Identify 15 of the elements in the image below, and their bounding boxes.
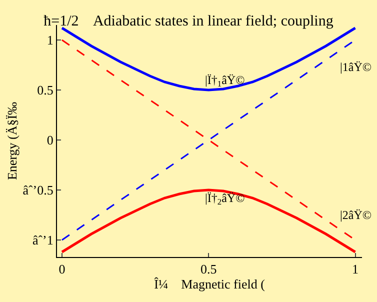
y-axis-title: Energy (Ä§Ï‰ [4,102,20,180]
annotation: |Ï†$_{2}$âŸ© [205,191,245,207]
x-axis-title: Î¼ Magnetic field ( [154,276,265,292]
y-tick-label: 0.5 [37,82,54,98]
y-tick-label: âˆ’0.5 [22,182,54,198]
y-tick-label: âˆ’1 [32,232,54,248]
y-tick-label: 1 [46,32,54,48]
y-tick-label: 0 [46,132,54,148]
chart-title: ħ=1/2 Adiabatic states in linear field; coupling [44,14,334,30]
x-tick-label: 1 [352,262,358,277]
x-tick-label: 0 [58,262,66,277]
annotation: |1âŸ© [340,60,372,74]
annotation: |Ï†$_{1}$âŸ© [205,73,245,89]
x-tick-label: 0.5 [200,262,217,277]
annotation: |2âŸ© [340,208,372,222]
